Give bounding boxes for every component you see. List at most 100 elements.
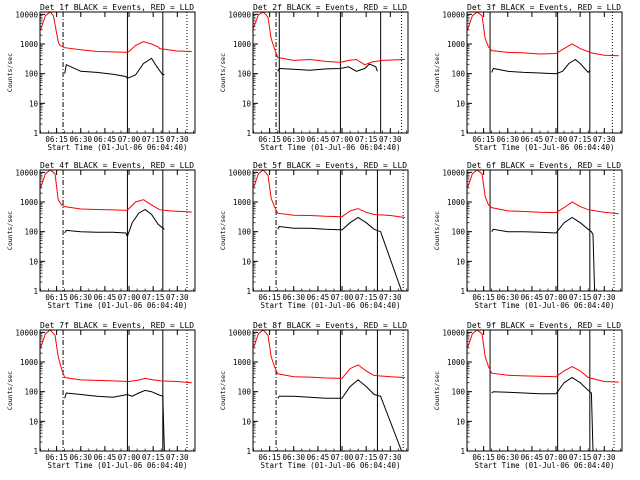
y-tick-label: 10000 — [228, 168, 251, 177]
plot-frame — [39, 169, 196, 292]
x-tick-label: 06:30 — [282, 293, 305, 302]
x-tick-label: 07:15 — [142, 453, 165, 462]
x-tick-label: 07:30 — [166, 135, 189, 144]
lld-series-line — [40, 169, 192, 213]
x-tick-label: 06:15 — [472, 453, 495, 462]
y-axis-label: Counts/sec — [6, 53, 14, 92]
x-tick-label: 07:15 — [569, 135, 592, 144]
x-axis-label: Start Time (01-Jul-06 06:04:40) — [475, 301, 615, 310]
events-series-line — [64, 208, 165, 238]
y-tick-label: 1000 — [20, 358, 39, 367]
events-series-line — [277, 216, 404, 292]
detector-panel: Det 2f BLACK = Events, RED = LLD 1 10 100 10… — [219, 3, 409, 152]
x-tick-label: 07:30 — [379, 293, 402, 302]
events-series-line — [64, 389, 165, 452]
x-tick-label: 06:30 — [496, 453, 519, 462]
events-series-line — [491, 376, 595, 452]
x-axis-label: Start Time (01-Jul-06 06:04:40) — [48, 461, 188, 470]
y-tick-label: 10 — [29, 417, 39, 426]
x-tick-label: 07:00 — [545, 293, 568, 302]
x-tick-label: 06:45 — [94, 453, 117, 462]
y-tick-label: 1 — [460, 129, 465, 138]
y-tick-label: 10000 — [442, 328, 465, 337]
x-tick-label: 06:15 — [45, 453, 68, 462]
x-tick-label: 07:15 — [142, 293, 165, 302]
y-tick-label: 1 — [246, 447, 251, 456]
plot-frame — [466, 329, 623, 452]
x-tick-label: 06:30 — [496, 293, 519, 302]
lld-series-line — [467, 329, 619, 383]
y-tick-label: 10000 — [442, 168, 465, 177]
events-series-line — [64, 57, 165, 79]
x-tick-label: 07:30 — [593, 453, 616, 462]
x-axis-label: Start Time (01-Jul-06 06:04:40) — [261, 461, 401, 470]
x-tick-label: 06:30 — [69, 135, 92, 144]
x-tick-label: 06:30 — [496, 135, 519, 144]
y-tick-label: 1 — [33, 447, 38, 456]
x-tick-label: 06:45 — [307, 453, 330, 462]
detector-panel: Det 6f BLACK = Events, RED = LLD 1 10 100 10… — [433, 161, 623, 310]
x-tick-label: 06:30 — [282, 135, 305, 144]
y-tick-label: 1000 — [233, 198, 252, 207]
panel-title: Det 5f BLACK = Events, RED = LLD — [253, 161, 407, 170]
y-tick-label: 10 — [242, 99, 252, 108]
lld-series-line — [253, 11, 405, 66]
detector-panel: Det 9f BLACK = Events, RED = LLD 1 10 100 10… — [433, 321, 623, 470]
y-tick-label: 100 — [451, 70, 465, 79]
plot-frame — [252, 329, 409, 452]
y-axis-label: Counts/sec — [433, 211, 441, 250]
x-tick-label: 06:15 — [258, 453, 281, 462]
x-tick-label: 06:45 — [521, 135, 544, 144]
panel-title: Det 8f BLACK = Events, RED = LLD — [253, 321, 407, 330]
x-tick-label: 06:45 — [307, 135, 330, 144]
x-tick-label: 07:15 — [355, 293, 378, 302]
panel-title: Det 3f BLACK = Events, RED = LLD — [467, 3, 621, 12]
y-tick-label: 1000 — [447, 40, 466, 49]
x-tick-label: 07:15 — [569, 453, 592, 462]
x-tick-label: 07:00 — [545, 135, 568, 144]
x-tick-label: 07:30 — [379, 453, 402, 462]
y-tick-label: 1000 — [447, 198, 466, 207]
plot-frame — [39, 329, 196, 452]
x-tick-label: 07:00 — [331, 293, 354, 302]
y-tick-label: 1000 — [20, 198, 39, 207]
detector-panel: Det 8f BLACK = Events, RED = LLD 1 10 100 10… — [219, 321, 409, 470]
y-tick-label: 10 — [29, 99, 39, 108]
y-tick-label: 100 — [237, 70, 251, 79]
x-tick-label: 07:00 — [118, 135, 141, 144]
x-tick-label: 07:15 — [142, 135, 165, 144]
x-tick-label: 07:15 — [569, 293, 592, 302]
plot-frame — [252, 11, 409, 134]
y-tick-label: 1000 — [20, 40, 39, 49]
y-tick-label: 1 — [33, 129, 38, 138]
y-tick-label: 1 — [460, 447, 465, 456]
y-axis-label: Counts/sec — [433, 371, 441, 410]
y-axis-label: Counts/sec — [219, 211, 227, 250]
events-series-line — [491, 216, 597, 292]
detector-panel: Det 5f BLACK = Events, RED = LLD 1 10 100 10… — [219, 161, 409, 310]
x-tick-label: 07:30 — [166, 293, 189, 302]
x-axis-label: Start Time (01-Jul-06 06:04:40) — [475, 143, 615, 152]
y-tick-label: 10000 — [228, 328, 251, 337]
x-tick-label: 06:15 — [258, 293, 281, 302]
x-tick-label: 06:15 — [472, 135, 495, 144]
lld-series-line — [40, 329, 192, 384]
detector-panel: Det 7f BLACK = Events, RED = LLD 1 10 100 10… — [6, 321, 196, 470]
x-tick-label: 06:30 — [69, 453, 92, 462]
x-tick-label: 06:15 — [45, 135, 68, 144]
panel-title: Det 7f BLACK = Events, RED = LLD — [40, 321, 194, 330]
events-series-line — [277, 379, 404, 452]
panel-title: Det 4f BLACK = Events, RED = LLD — [40, 161, 194, 170]
y-tick-label: 10000 — [15, 10, 38, 19]
x-axis-label: Start Time (01-Jul-06 06:04:40) — [48, 301, 188, 310]
panel-title: Det 1f BLACK = Events, RED = LLD — [40, 3, 194, 12]
y-tick-label: 10000 — [228, 10, 251, 19]
lld-series-line — [467, 169, 619, 215]
y-tick-label: 1000 — [447, 358, 466, 367]
detector-panel: Det 3f BLACK = Events, RED = LLD 1 10 100 10… — [433, 3, 623, 152]
x-tick-label: 06:15 — [45, 293, 68, 302]
lld-series-line — [40, 11, 192, 53]
x-tick-label: 07:30 — [593, 293, 616, 302]
